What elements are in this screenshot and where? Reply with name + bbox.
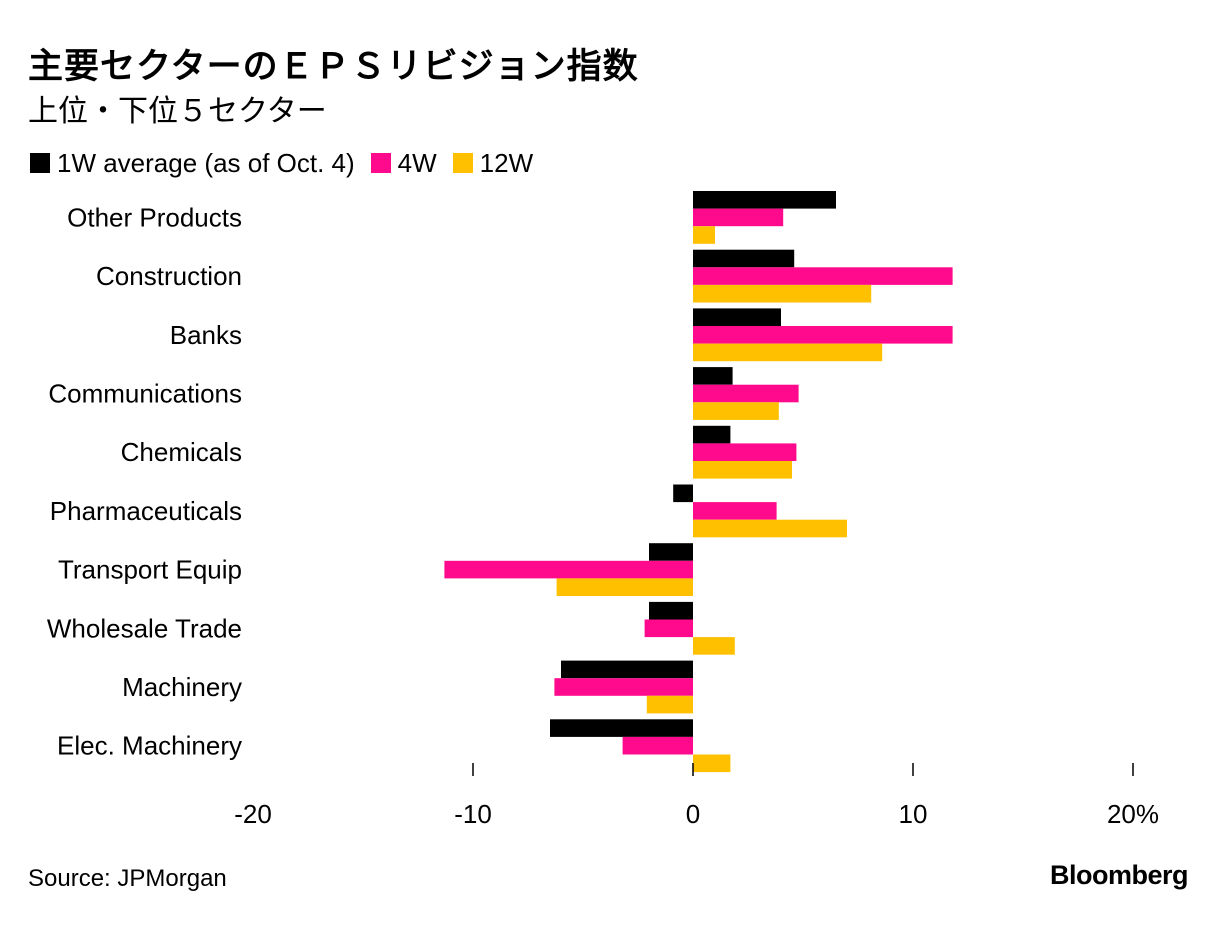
bar-pharmaceuticals-4w bbox=[693, 502, 777, 520]
bar-wholesale-trade-12w bbox=[693, 637, 735, 655]
chart-title: 主要セクターのＥＰＳリビジョン指数 bbox=[28, 47, 639, 87]
bar-chemicals-1w bbox=[693, 425, 731, 444]
bar-pharmaceuticals-1w bbox=[673, 484, 693, 503]
bar-communications-4w bbox=[693, 384, 799, 403]
category-label-communications: Communications bbox=[48, 379, 242, 409]
legend-item-12w: 12W bbox=[452, 147, 534, 179]
bar-elec-machinery-4w bbox=[622, 736, 693, 755]
bar-banks-12w bbox=[693, 343, 883, 362]
bar-machinery-4w bbox=[554, 678, 693, 696]
bar-elec-machinery-1w bbox=[550, 719, 693, 737]
bar-chemicals-12w bbox=[693, 461, 792, 479]
category-label-pharmaceuticals: Pharmaceuticals bbox=[50, 496, 242, 526]
bar-transport-equip-4w bbox=[444, 560, 693, 579]
legend-item-4w: 4W bbox=[370, 147, 437, 179]
legend: 1W average (as of Oct. 4) 4W 12W bbox=[30, 147, 549, 179]
bloomberg-logo: Bloomberg bbox=[1049, 860, 1189, 890]
legend-item-1w: 1W average (as of Oct. 4) bbox=[30, 148, 355, 179]
legend-swatch-4w bbox=[370, 153, 391, 173]
bar-construction-12w bbox=[693, 284, 872, 303]
legend-swatch-12w bbox=[452, 153, 473, 173]
bar-wholesale-trade-1w bbox=[649, 601, 693, 620]
category-label-wholesale-trade: Wholesale Trade bbox=[47, 613, 242, 643]
bar-pharmaceuticals-12w bbox=[693, 519, 847, 538]
bar-other-products-1w bbox=[693, 191, 836, 209]
chart-subtitle: 上位・下位５セクター bbox=[28, 94, 327, 129]
category-label-elec-machinery: Elec. Machinery bbox=[57, 731, 242, 761]
bar-machinery-12w bbox=[646, 695, 693, 714]
x-tick-label-0: -20 bbox=[234, 799, 272, 829]
bar-other-products-4w bbox=[693, 208, 784, 227]
bar-communications-1w bbox=[693, 367, 733, 385]
bar-wholesale-trade-4w bbox=[644, 619, 693, 638]
bar-machinery-1w bbox=[561, 660, 693, 679]
x-tick-label-4: 20% bbox=[1107, 799, 1159, 829]
bar-chart: Other Products Construction Banks Communica… bbox=[47, 191, 1159, 829]
bar-elec-machinery-12w bbox=[693, 754, 731, 773]
source-note: Source: JPMorgan bbox=[28, 865, 227, 892]
bar-construction-1w bbox=[693, 249, 795, 268]
legend-swatch-1w bbox=[30, 153, 50, 173]
category-label-other-products: Other Products bbox=[67, 202, 242, 232]
legend-label-4w: 4W bbox=[397, 147, 437, 178]
category-label-transport-equip: Transport Equip bbox=[58, 555, 242, 585]
bar-chemicals-4w bbox=[693, 443, 797, 461]
legend-label-1w: 1W average (as of Oct. 4) bbox=[57, 147, 355, 178]
x-tick-label-2: 0 bbox=[686, 799, 700, 829]
category-label-banks: Banks bbox=[170, 320, 242, 350]
bar-communications-12w bbox=[693, 402, 779, 420]
legend-label-12w: 12W bbox=[479, 147, 534, 178]
bar-other-products-12w bbox=[693, 226, 715, 244]
bar-banks-1w bbox=[693, 308, 781, 326]
category-label-construction: Construction bbox=[96, 261, 242, 291]
bar-transport-equip-1w bbox=[649, 543, 693, 561]
bar-transport-equip-12w bbox=[556, 578, 693, 596]
category-label-machinery: Machinery bbox=[122, 672, 242, 702]
bar-construction-4w bbox=[693, 267, 953, 285]
bar-banks-4w bbox=[693, 326, 953, 344]
x-tick-label-3: 10 bbox=[899, 799, 928, 829]
x-tick-label-1: -10 bbox=[454, 799, 492, 829]
category-label-chemicals: Chemicals bbox=[121, 437, 242, 467]
